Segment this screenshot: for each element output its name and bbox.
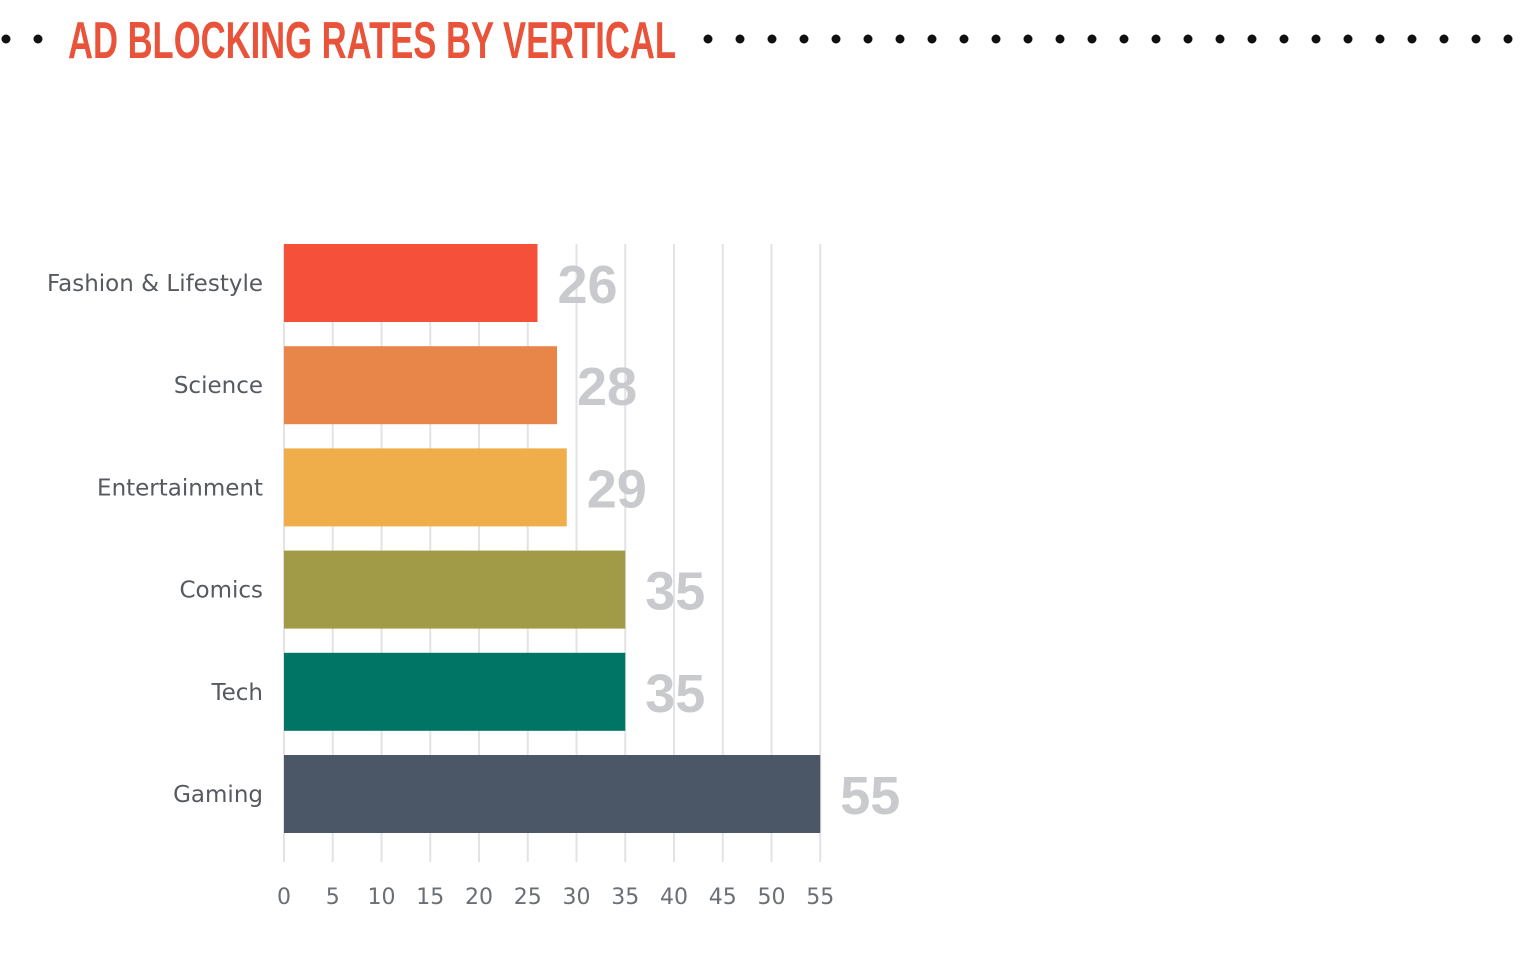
title-dot (1, 34, 11, 44)
title-dot (959, 34, 969, 44)
value-labels: 26 28 29 35 35 55 (558, 255, 901, 826)
bar (284, 652, 626, 731)
title-dot (1119, 34, 1129, 44)
category-label: Entertainment (97, 475, 263, 501)
title-dot (1343, 34, 1353, 44)
category-label: Fashion & Lifestyle (47, 271, 263, 297)
title-dotted-rule (1, 34, 1513, 44)
category-label: Science (174, 373, 263, 399)
x-tick-label: 10 (368, 885, 396, 910)
title-dot (735, 34, 745, 44)
title-dot (703, 34, 713, 44)
x-tick-label: 25 (514, 885, 542, 910)
title-dot (991, 34, 1001, 44)
x-tick-label: 30 (563, 885, 591, 910)
x-tick-label: 5 (326, 885, 340, 910)
title-dot (1247, 34, 1257, 44)
value-label: 35 (645, 562, 705, 622)
title-dot (1375, 34, 1385, 44)
bars (284, 244, 821, 833)
title-dot (1407, 34, 1417, 44)
title-dot (1471, 34, 1481, 44)
title-dot (799, 34, 809, 44)
title-dot (1151, 34, 1161, 44)
value-label: 55 (840, 766, 900, 826)
title-dot (33, 34, 43, 44)
bar (284, 755, 821, 833)
title-dot (927, 34, 937, 44)
title-dot (1183, 34, 1193, 44)
title-dot (1215, 34, 1225, 44)
category-labels: Fashion & Lifestyle Science Entertainment C… (47, 271, 263, 808)
value-label: 28 (577, 357, 637, 417)
x-tick-label: 0 (277, 885, 291, 910)
title-dot (1023, 34, 1033, 44)
x-axis-ticks: 0 5 10 15 20 25 30 35 40 45 50 55 (277, 885, 834, 910)
x-tick-label: 40 (660, 885, 688, 910)
category-label: Comics (179, 578, 263, 604)
title-dot (863, 34, 873, 44)
bar (284, 550, 626, 629)
value-label: 29 (587, 459, 647, 519)
bar (284, 448, 567, 527)
chart-title: AD BLOCKING RATES BY VERTICAL (68, 12, 676, 70)
title-dot (1311, 34, 1321, 44)
category-label: Gaming (173, 782, 263, 808)
title-dot (1087, 34, 1097, 44)
x-tick-label: 50 (758, 885, 786, 910)
title-dot (1055, 34, 1065, 44)
bar (284, 244, 538, 322)
x-tick-label: 35 (611, 885, 639, 910)
x-tick-label: 15 (416, 885, 444, 910)
x-tick-label: 55 (806, 885, 834, 910)
title-dot (895, 34, 905, 44)
title-dot (767, 34, 777, 44)
value-label: 26 (558, 255, 618, 315)
title-dot (1439, 34, 1449, 44)
bar (284, 346, 557, 425)
category-label: Tech (210, 680, 263, 706)
title-dot (1503, 34, 1513, 44)
x-tick-label: 20 (465, 885, 493, 910)
title-dot (831, 34, 841, 44)
title-dot (1279, 34, 1289, 44)
value-label: 35 (645, 664, 705, 724)
x-tick-label: 45 (709, 885, 737, 910)
